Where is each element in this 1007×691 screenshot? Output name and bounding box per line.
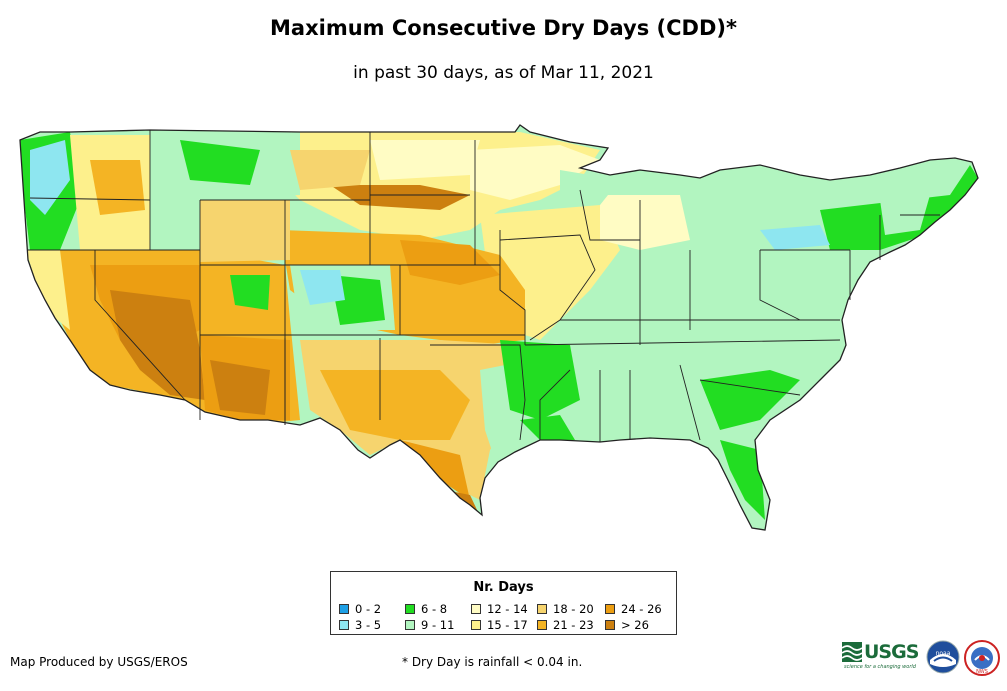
legend-item: 3 - 5 [339, 618, 381, 632]
legend-item: > 26 [605, 618, 649, 632]
legend-item: 0 - 2 [339, 602, 381, 616]
legend-swatch [537, 604, 547, 614]
dry-day-note: * Dry Day is rainfall < 0.04 in. [402, 655, 583, 669]
legend-swatch [605, 604, 615, 614]
legend-item: 6 - 8 [405, 602, 447, 616]
legend-label: 9 - 11 [421, 618, 455, 632]
usgs-wordmark: USGS [864, 641, 919, 663]
legend-label: 0 - 2 [355, 602, 382, 616]
nws-text: NWS [976, 669, 988, 675]
map-title: Maximum Consecutive Dry Days (CDD)* [270, 16, 737, 40]
legend-swatch [339, 604, 349, 614]
legend-label: 6 - 8 [421, 602, 448, 616]
map-subtitle: in past 30 days, as of Mar 11, 2021 [353, 63, 654, 83]
usgs-tagline: science for a changing world [844, 664, 916, 670]
us-cdd-map [19, 124, 979, 531]
usgs-wave-icon [842, 642, 862, 662]
noaa-text: noaa [936, 650, 951, 657]
legend-title: Nr. Days [473, 580, 534, 595]
legend-label: 24 - 26 [621, 602, 662, 616]
legend-label: 12 - 14 [487, 602, 528, 616]
nws-logo-icon: NWS [964, 640, 1000, 676]
legend-item: 18 - 20 [537, 602, 594, 616]
usgs-logo: USGS [842, 641, 919, 663]
map-credit: Map Produced by USGS/EROS [10, 655, 188, 669]
legend-label: 21 - 23 [553, 618, 594, 632]
legend-item: 12 - 14 [471, 602, 528, 616]
legend: Nr. Days 0 - 2 3 - 5 6 - 8 9 - 11 12 - 1… [330, 571, 677, 635]
legend-swatch [605, 620, 615, 630]
legend-swatch [537, 620, 547, 630]
legend-item: 9 - 11 [405, 618, 454, 632]
legend-swatch [471, 604, 481, 614]
noaa-logo-icon: noaa [926, 640, 960, 674]
legend-label: > 26 [621, 618, 649, 632]
legend-item: 24 - 26 [605, 602, 662, 616]
legend-label: 15 - 17 [487, 618, 528, 632]
legend-label: 18 - 20 [553, 602, 594, 616]
legend-label: 3 - 5 [355, 618, 382, 632]
legend-item: 15 - 17 [471, 618, 528, 632]
legend-swatch [339, 620, 349, 630]
legend-swatch [405, 604, 415, 614]
legend-swatch [471, 620, 481, 630]
agency-logos: USGS science for a changing world noaa N… [842, 638, 1002, 678]
legend-swatch [405, 620, 415, 630]
legend-item: 21 - 23 [537, 618, 594, 632]
